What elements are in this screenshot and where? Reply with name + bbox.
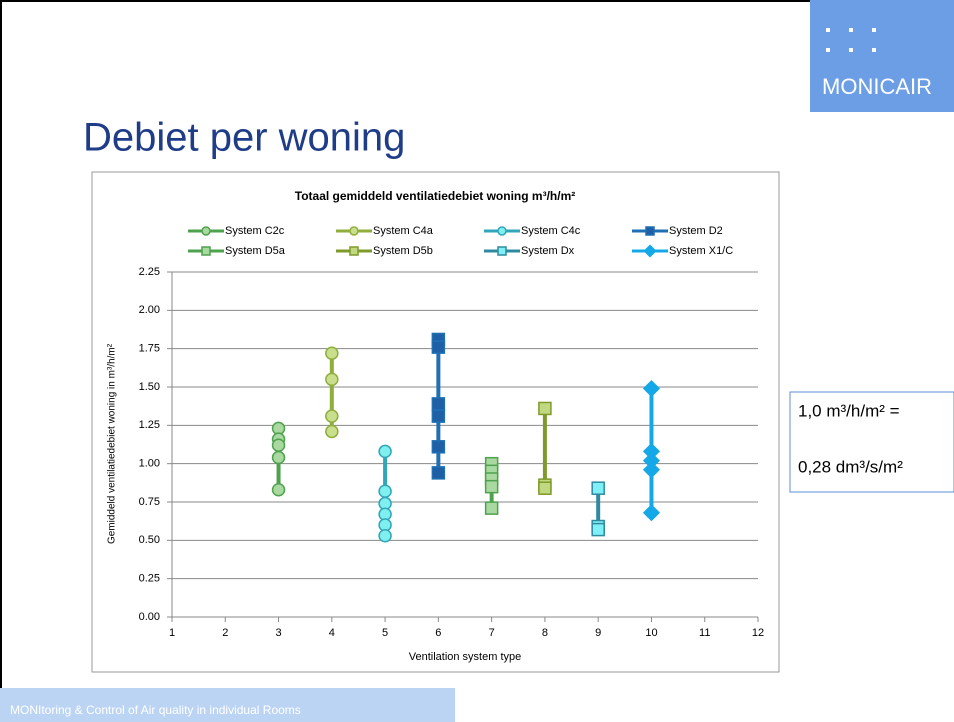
x-tick-label: 7 <box>489 627 495 639</box>
marker <box>645 226 655 236</box>
marker <box>201 226 211 236</box>
x-tick-label: 11 <box>699 627 710 639</box>
y-tick-label: 0.00 <box>139 611 160 623</box>
y-tick-label: 2.00 <box>139 304 160 316</box>
marker <box>431 466 446 480</box>
marker <box>642 461 661 479</box>
marker <box>431 440 446 454</box>
marker <box>643 244 657 258</box>
y-tick-label: 0.50 <box>139 534 160 546</box>
marker <box>325 372 339 387</box>
marker <box>325 346 339 361</box>
chart-title: Totaal gemiddeld ventilatiedebiet woning… <box>295 189 575 203</box>
marker <box>271 450 286 465</box>
x-tick-label: 4 <box>329 627 335 639</box>
x-tick-label: 9 <box>595 627 601 639</box>
y-tick-label: 1.50 <box>139 381 160 393</box>
footer-text: MONItoring & Control of Air quality in i… <box>10 703 301 717</box>
y-tick-label: 0.75 <box>139 496 160 508</box>
marker <box>378 444 392 459</box>
x-tick-label: 6 <box>435 627 441 639</box>
logo-text: MONICAIR <box>822 74 932 99</box>
legend-label: System X1/C <box>669 245 733 257</box>
note-line: 0,28 dm³/s/m² <box>798 457 903 476</box>
marker <box>378 484 392 499</box>
marker <box>484 479 499 494</box>
marker <box>642 504 661 522</box>
legend-label: System C4a <box>373 225 434 237</box>
footer-bar <box>0 688 455 722</box>
y-tick-label: 0.25 <box>139 573 160 585</box>
slide-title: Debiet per woning <box>83 116 405 160</box>
marker <box>484 501 499 515</box>
legend-label: System C2c <box>225 225 285 237</box>
x-tick-label: 10 <box>645 627 657 639</box>
y-tick-label: 2.25 <box>139 266 160 278</box>
note-box <box>789 391 954 493</box>
marker <box>431 409 446 423</box>
x-tick-label: 3 <box>275 627 281 639</box>
marker <box>591 522 605 537</box>
x-tick-label: 2 <box>222 627 228 639</box>
legend-label: System D2 <box>669 225 723 237</box>
x-axis-label: Ventilation system type <box>409 651 522 663</box>
marker <box>591 481 605 495</box>
marker <box>325 409 339 423</box>
x-tick-label: 8 <box>542 627 548 639</box>
marker <box>431 397 446 411</box>
marker <box>538 401 552 416</box>
marker <box>497 226 507 236</box>
x-tick-label: 12 <box>752 627 764 639</box>
x-tick-label: 1 <box>169 627 175 639</box>
y-tick-label: 1.25 <box>139 419 160 431</box>
y-axis-label: Gemiddeld ventilatiedebiet woning in m³/… <box>107 343 118 544</box>
legend-label: System D5a <box>225 245 286 257</box>
legend-label: System Dx <box>521 245 575 257</box>
marker <box>538 481 552 495</box>
y-tick-label: 1.75 <box>139 343 160 355</box>
y-tick-label: 1.00 <box>139 458 160 470</box>
marker <box>378 528 392 543</box>
note-line: 1,0 m³/h/m² = <box>798 401 900 420</box>
logo-box <box>810 0 954 112</box>
marker <box>201 246 211 256</box>
legend-label: System C4c <box>521 225 581 237</box>
marker <box>325 424 339 439</box>
marker <box>271 438 286 453</box>
marker <box>349 246 359 256</box>
marker <box>271 482 286 497</box>
logo-dots <box>826 28 876 52</box>
marker <box>349 226 359 236</box>
marker <box>642 379 661 398</box>
marker <box>431 340 446 354</box>
x-tick-label: 5 <box>382 627 388 639</box>
legend-label: System D5b <box>373 245 433 257</box>
marker <box>497 246 507 256</box>
